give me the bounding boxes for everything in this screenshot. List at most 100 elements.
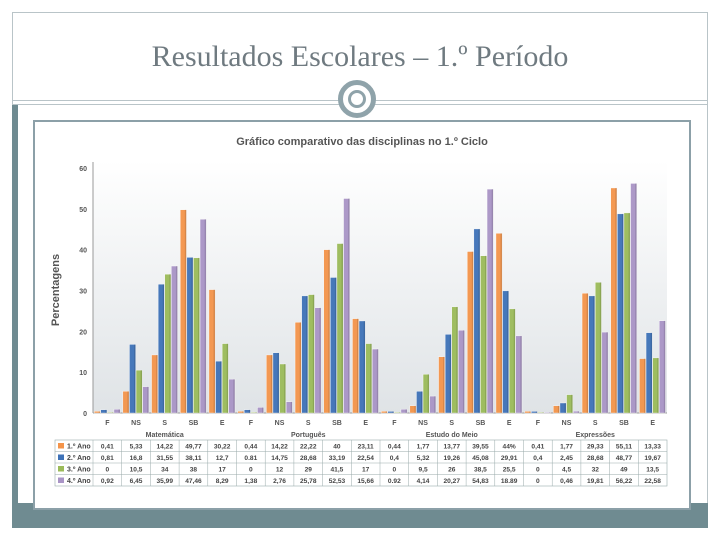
x-tick-label: F: [536, 420, 541, 427]
x-tick-label: SB: [189, 420, 199, 427]
data-label: 5,32: [417, 455, 430, 462]
x-tick-label: E: [507, 420, 512, 427]
bar-shade: [557, 405, 560, 413]
bar-shade: [586, 293, 589, 413]
bar-shade: [299, 322, 302, 413]
bar-shade: [191, 257, 194, 413]
data-label: 56,22: [616, 478, 633, 485]
bar-shade: [156, 354, 158, 413]
bar: [266, 354, 273, 414]
bar-shade: [147, 386, 149, 413]
bar: [151, 354, 158, 414]
bar-shade: [184, 209, 187, 413]
legend-label: 2.º Ano: [67, 455, 91, 462]
bar-shade: [105, 409, 107, 413]
bar: [400, 409, 408, 414]
data-label: 0: [106, 467, 110, 474]
bar-shade: [571, 394, 573, 413]
data-label: 45,08: [472, 455, 489, 462]
bar: [129, 344, 136, 414]
bar-shade: [414, 405, 417, 413]
bar-shade: [628, 212, 631, 413]
y-axis-label: Percentagens: [50, 254, 62, 326]
data-label: 13,5: [646, 467, 659, 474]
data-label: 23,11: [358, 444, 374, 451]
data-label: 14,75: [271, 455, 288, 462]
bar: [358, 320, 366, 414]
data-label: 55,11: [616, 444, 632, 451]
bar: [180, 209, 187, 414]
bar-shade: [392, 411, 394, 413]
bar: [244, 409, 251, 414]
bar: [630, 183, 637, 414]
bar-shade: [663, 320, 666, 413]
bar: [352, 318, 359, 414]
bar: [336, 243, 344, 414]
bar: [250, 412, 258, 414]
bar: [164, 273, 172, 414]
x-tick-label: S: [162, 420, 167, 427]
data-label: 40: [333, 444, 341, 451]
data-label: 1,77: [560, 444, 573, 451]
bar: [652, 357, 660, 414]
bar-shade: [233, 379, 235, 413]
bar-shade: [162, 284, 165, 413]
legend-label: 1.º Ano: [67, 444, 91, 451]
data-label: 22,22: [300, 444, 317, 451]
y-tick-label: 30: [79, 289, 87, 296]
bar: [659, 320, 666, 414]
bar-shade: [328, 249, 330, 413]
data-label: 0,41: [531, 444, 544, 451]
data-label: 31,55: [156, 455, 173, 462]
data-label: 19,67: [644, 455, 661, 462]
bar-shade: [306, 295, 308, 413]
bar-shade: [118, 409, 121, 413]
x-tick-label: SB: [619, 420, 629, 427]
bar: [515, 335, 523, 414]
data-label: 44%: [503, 444, 516, 451]
data-label: 0: [249, 467, 253, 474]
bar-shade: [462, 330, 465, 413]
bar: [444, 334, 452, 414]
bar-shade: [549, 412, 551, 413]
bar-shade: [593, 295, 595, 413]
y-tick-label: 60: [79, 166, 87, 173]
group-label: Expressões: [576, 432, 615, 439]
bar: [330, 277, 337, 414]
bar: [228, 378, 236, 414]
bar: [372, 348, 379, 414]
data-label: 38: [190, 467, 198, 474]
chart-title: Gráfico comparativo das disciplinas no 1…: [236, 136, 488, 148]
bar-shade: [485, 255, 487, 413]
bar: [467, 251, 474, 414]
bar: [588, 295, 596, 414]
bar-shade: [277, 352, 280, 413]
bar: [237, 411, 245, 414]
data-label: 13,33: [644, 444, 661, 451]
bar-shade: [140, 370, 143, 413]
bar-shade: [471, 251, 474, 413]
x-tick-label: E: [650, 420, 655, 427]
bar-shade: [615, 187, 617, 413]
data-label: 0.81: [244, 455, 257, 462]
data-label: 18.89: [501, 478, 518, 485]
bar-shade: [421, 391, 423, 413]
bar: [279, 363, 286, 414]
data-label: 26: [448, 467, 456, 474]
bar-shade: [111, 412, 114, 413]
bar: [559, 402, 567, 414]
bar-shade: [644, 358, 646, 413]
bar-shade: [341, 243, 344, 413]
data-label: 0.92: [388, 478, 401, 485]
bar: [639, 358, 646, 414]
x-tick-label: E: [363, 420, 368, 427]
data-label: 20,27: [443, 478, 460, 485]
data-label: 35,99: [156, 478, 173, 485]
bar: [581, 293, 589, 414]
bar: [531, 411, 538, 414]
bar: [537, 412, 545, 414]
data-label: 54,83: [472, 478, 489, 485]
bar-shade: [175, 266, 178, 413]
bar: [617, 213, 624, 414]
data-label: 34: [161, 467, 169, 474]
